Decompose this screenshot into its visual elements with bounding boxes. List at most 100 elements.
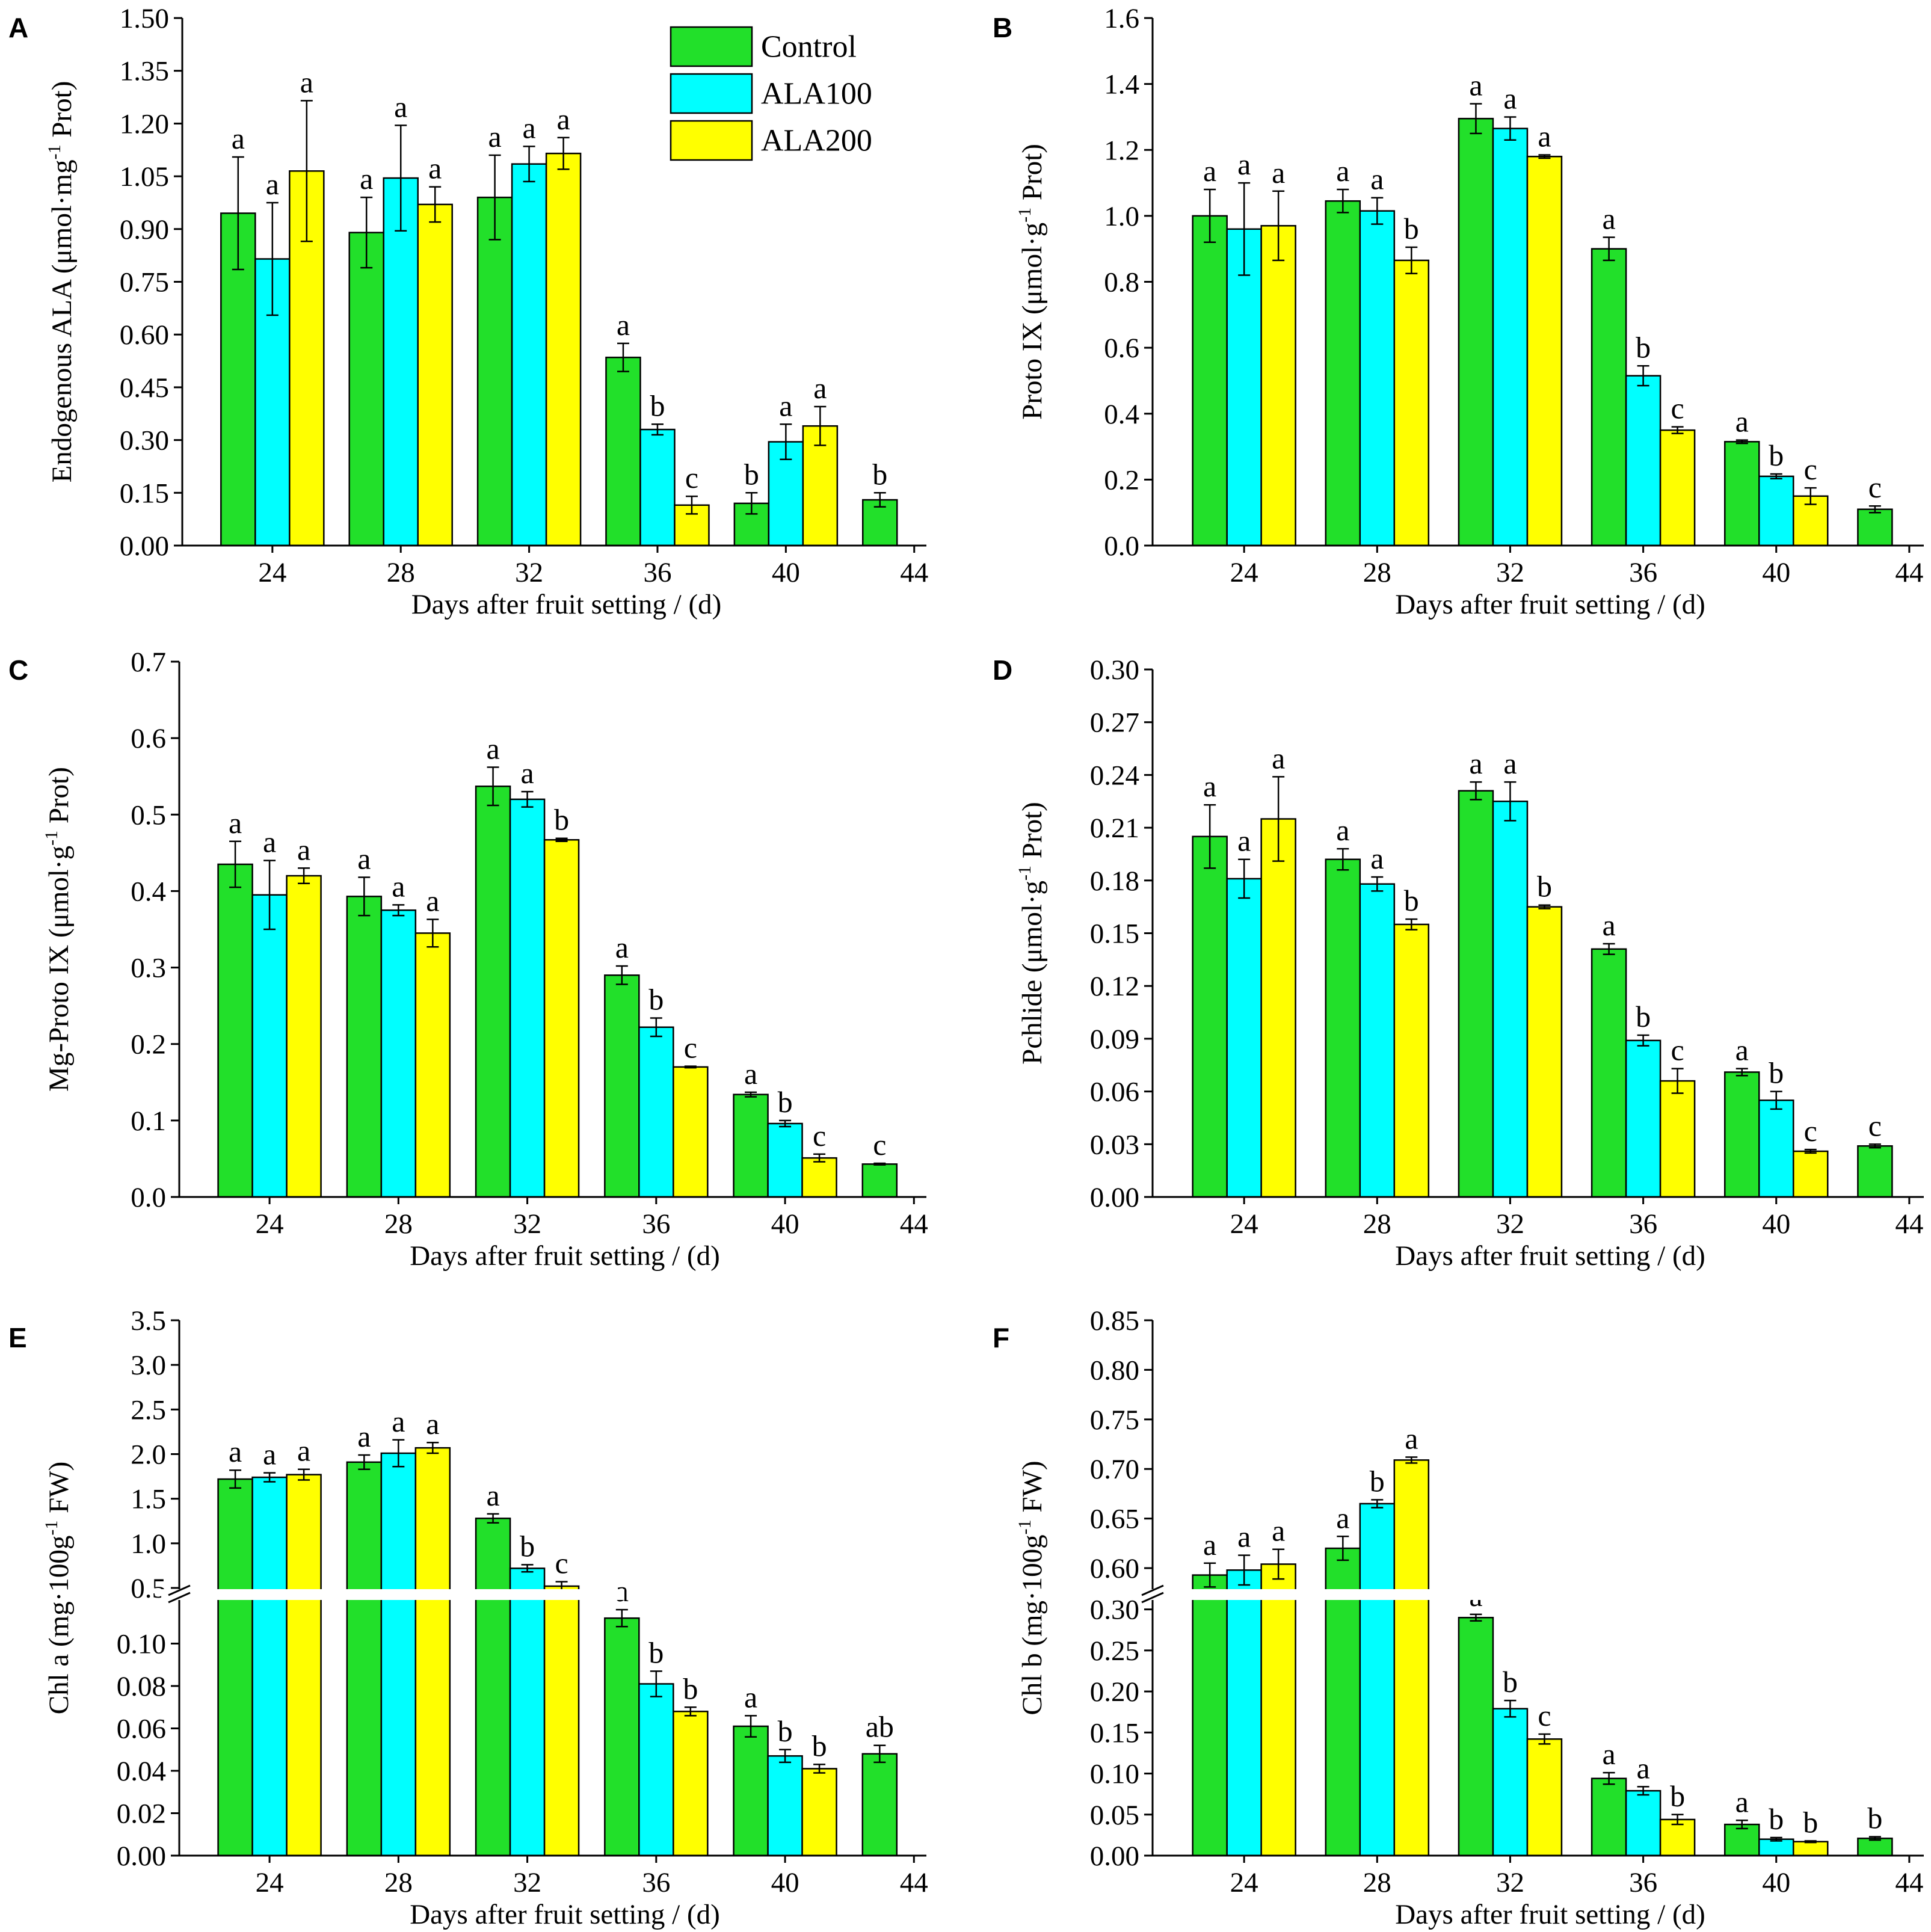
- significance-letter: b: [1636, 330, 1651, 364]
- significance-letter: a: [1272, 1514, 1285, 1548]
- significance-letter: a: [1538, 119, 1551, 153]
- bar-ala200-day-32: [543, 838, 580, 1198]
- significance-letter: b: [778, 1714, 793, 1748]
- significance-letter: c: [1868, 1109, 1882, 1142]
- bar-ala100-day-28: [1359, 1503, 1396, 1857]
- bar-ala100-day-32: [1492, 128, 1529, 547]
- significance-letter: b: [872, 457, 887, 491]
- bar-ala100-day-36: [638, 1683, 674, 1857]
- significance-letter: a: [617, 308, 630, 342]
- significance-letter: a: [1636, 1751, 1649, 1785]
- significance-letter: a: [232, 122, 245, 155]
- y-tick-label: 0.2: [131, 1029, 166, 1060]
- bar-control-day-36: [604, 974, 640, 1198]
- bar-control-day-28: [1325, 200, 1361, 547]
- x-tick-label: 28: [384, 1208, 413, 1240]
- significance-letter: a: [1503, 81, 1517, 115]
- significance-letter: b: [1503, 1665, 1518, 1699]
- bar-ala200-day-24: [286, 1474, 322, 1857]
- bar-control-day-32: [475, 785, 511, 1198]
- y-tick-label: 0.7: [131, 647, 166, 678]
- significance-letter: b: [648, 982, 664, 1016]
- y-tick-label: 0.06: [1090, 1077, 1139, 1108]
- bar-control-day-44: [1857, 508, 1893, 547]
- y-tick-label: 0.00: [1090, 1841, 1139, 1872]
- bar-ala200-day-40: [801, 1768, 837, 1857]
- significance-letter: a: [392, 1404, 405, 1438]
- bar-ala100-day-36: [1625, 375, 1662, 547]
- x-tick-label: 24: [1230, 1208, 1258, 1240]
- significance-letter: a: [1336, 1501, 1349, 1534]
- x-tick-label: 40: [772, 557, 800, 588]
- bar-ala100-day-32: [509, 1567, 546, 1857]
- y-tick-label: 1.6: [1104, 3, 1139, 34]
- bar-ala200-day-28: [414, 1447, 451, 1857]
- y-axis-label: Pchlide (μmol·g-1 Prot): [1015, 802, 1048, 1065]
- significance-letter: a: [1602, 908, 1615, 942]
- y-tick-label: 0.15: [1090, 1717, 1139, 1749]
- bar-control-day-32: [476, 196, 513, 547]
- legend-swatch-ala100: [670, 73, 753, 114]
- bar-control-day-28: [346, 1461, 383, 1857]
- x-tick-label: 32: [1496, 557, 1524, 588]
- significance-letter: a: [1336, 813, 1349, 847]
- y-tick-label: 0.6: [1104, 333, 1139, 364]
- significance-letter: a: [394, 90, 407, 123]
- x-tick-label: 28: [1363, 557, 1391, 588]
- bar-control-day-40: [1723, 441, 1760, 547]
- significance-letter: b: [520, 1529, 535, 1563]
- x-tick-label: 32: [513, 1867, 541, 1898]
- significance-letter: a: [297, 1434, 310, 1468]
- significance-letter: b: [1636, 1000, 1651, 1033]
- y-tick-label: 1.5: [131, 1484, 166, 1515]
- x-tick-label: 40: [771, 1208, 799, 1240]
- significance-letter: a: [813, 371, 827, 405]
- significance-letter: a: [744, 1680, 757, 1714]
- significance-letter: a: [360, 162, 373, 195]
- x-tick-label: 32: [1496, 1208, 1524, 1240]
- bar-ala200-day-40: [801, 1157, 837, 1198]
- bar-control-day-28: [346, 896, 383, 1198]
- y-tick-label: 0.5: [131, 1573, 166, 1604]
- x-tick-label: 44: [900, 1208, 928, 1240]
- bar-ala100-day-24: [1226, 1569, 1262, 1857]
- significance-letter: a: [486, 1478, 499, 1512]
- bar-ala200-day-36: [673, 1711, 709, 1857]
- significance-letter: a: [297, 832, 310, 866]
- y-tick-label: 0.70: [1090, 1454, 1139, 1485]
- bar-ala100-day-32: [509, 798, 546, 1198]
- significance-letter: b: [1670, 1779, 1685, 1813]
- chart-panel-f: Faaaabaabcaababbb242832364044Days after …: [993, 1305, 1924, 1930]
- significance-letter: b: [1370, 1464, 1385, 1498]
- x-tick-label: 28: [1363, 1867, 1391, 1898]
- legend-label-ala200: ALA200: [761, 124, 872, 158]
- y-tick-label: 1.0: [131, 1528, 166, 1560]
- y-tick-label: 0.00: [1090, 1182, 1139, 1213]
- y-axis-label: Endogenous ALA (μmol·mg-1 Prot): [45, 81, 78, 483]
- bar-ala100-day-28: [1359, 883, 1396, 1198]
- y-tick-label: 1.2: [1104, 135, 1139, 166]
- x-tick-label: 24: [258, 557, 286, 588]
- y-tick-label: 1.4: [1104, 69, 1139, 100]
- significance-letter: b: [1867, 1801, 1882, 1835]
- y-tick-label: 3.0: [131, 1350, 166, 1381]
- significance-letter: ab: [866, 1710, 894, 1744]
- y-tick-label: 2.5: [131, 1394, 166, 1426]
- bar-control-day-44: [1857, 1838, 1893, 1857]
- y-tick-label: 0.09: [1090, 1024, 1139, 1055]
- significance-letter: a: [556, 102, 570, 136]
- axis-break-gap: [161, 1589, 625, 1600]
- significance-letter: a: [520, 756, 534, 790]
- y-tick-label: 1.0: [1104, 201, 1139, 232]
- significance-letter: b: [1769, 438, 1784, 472]
- bar-ala200-day-28: [1393, 1459, 1430, 1857]
- y-tick-label: 0.45: [120, 372, 169, 404]
- legend-swatch-control: [670, 26, 753, 67]
- significance-letter: a: [1237, 147, 1251, 181]
- panel-letter: D: [993, 654, 1012, 686]
- bar-ala100-day-32: [1492, 801, 1529, 1198]
- bar-ala100-day-24: [251, 1476, 288, 1857]
- y-tick-label: 0.30: [1090, 654, 1139, 686]
- y-tick-label: 0.24: [1090, 760, 1139, 791]
